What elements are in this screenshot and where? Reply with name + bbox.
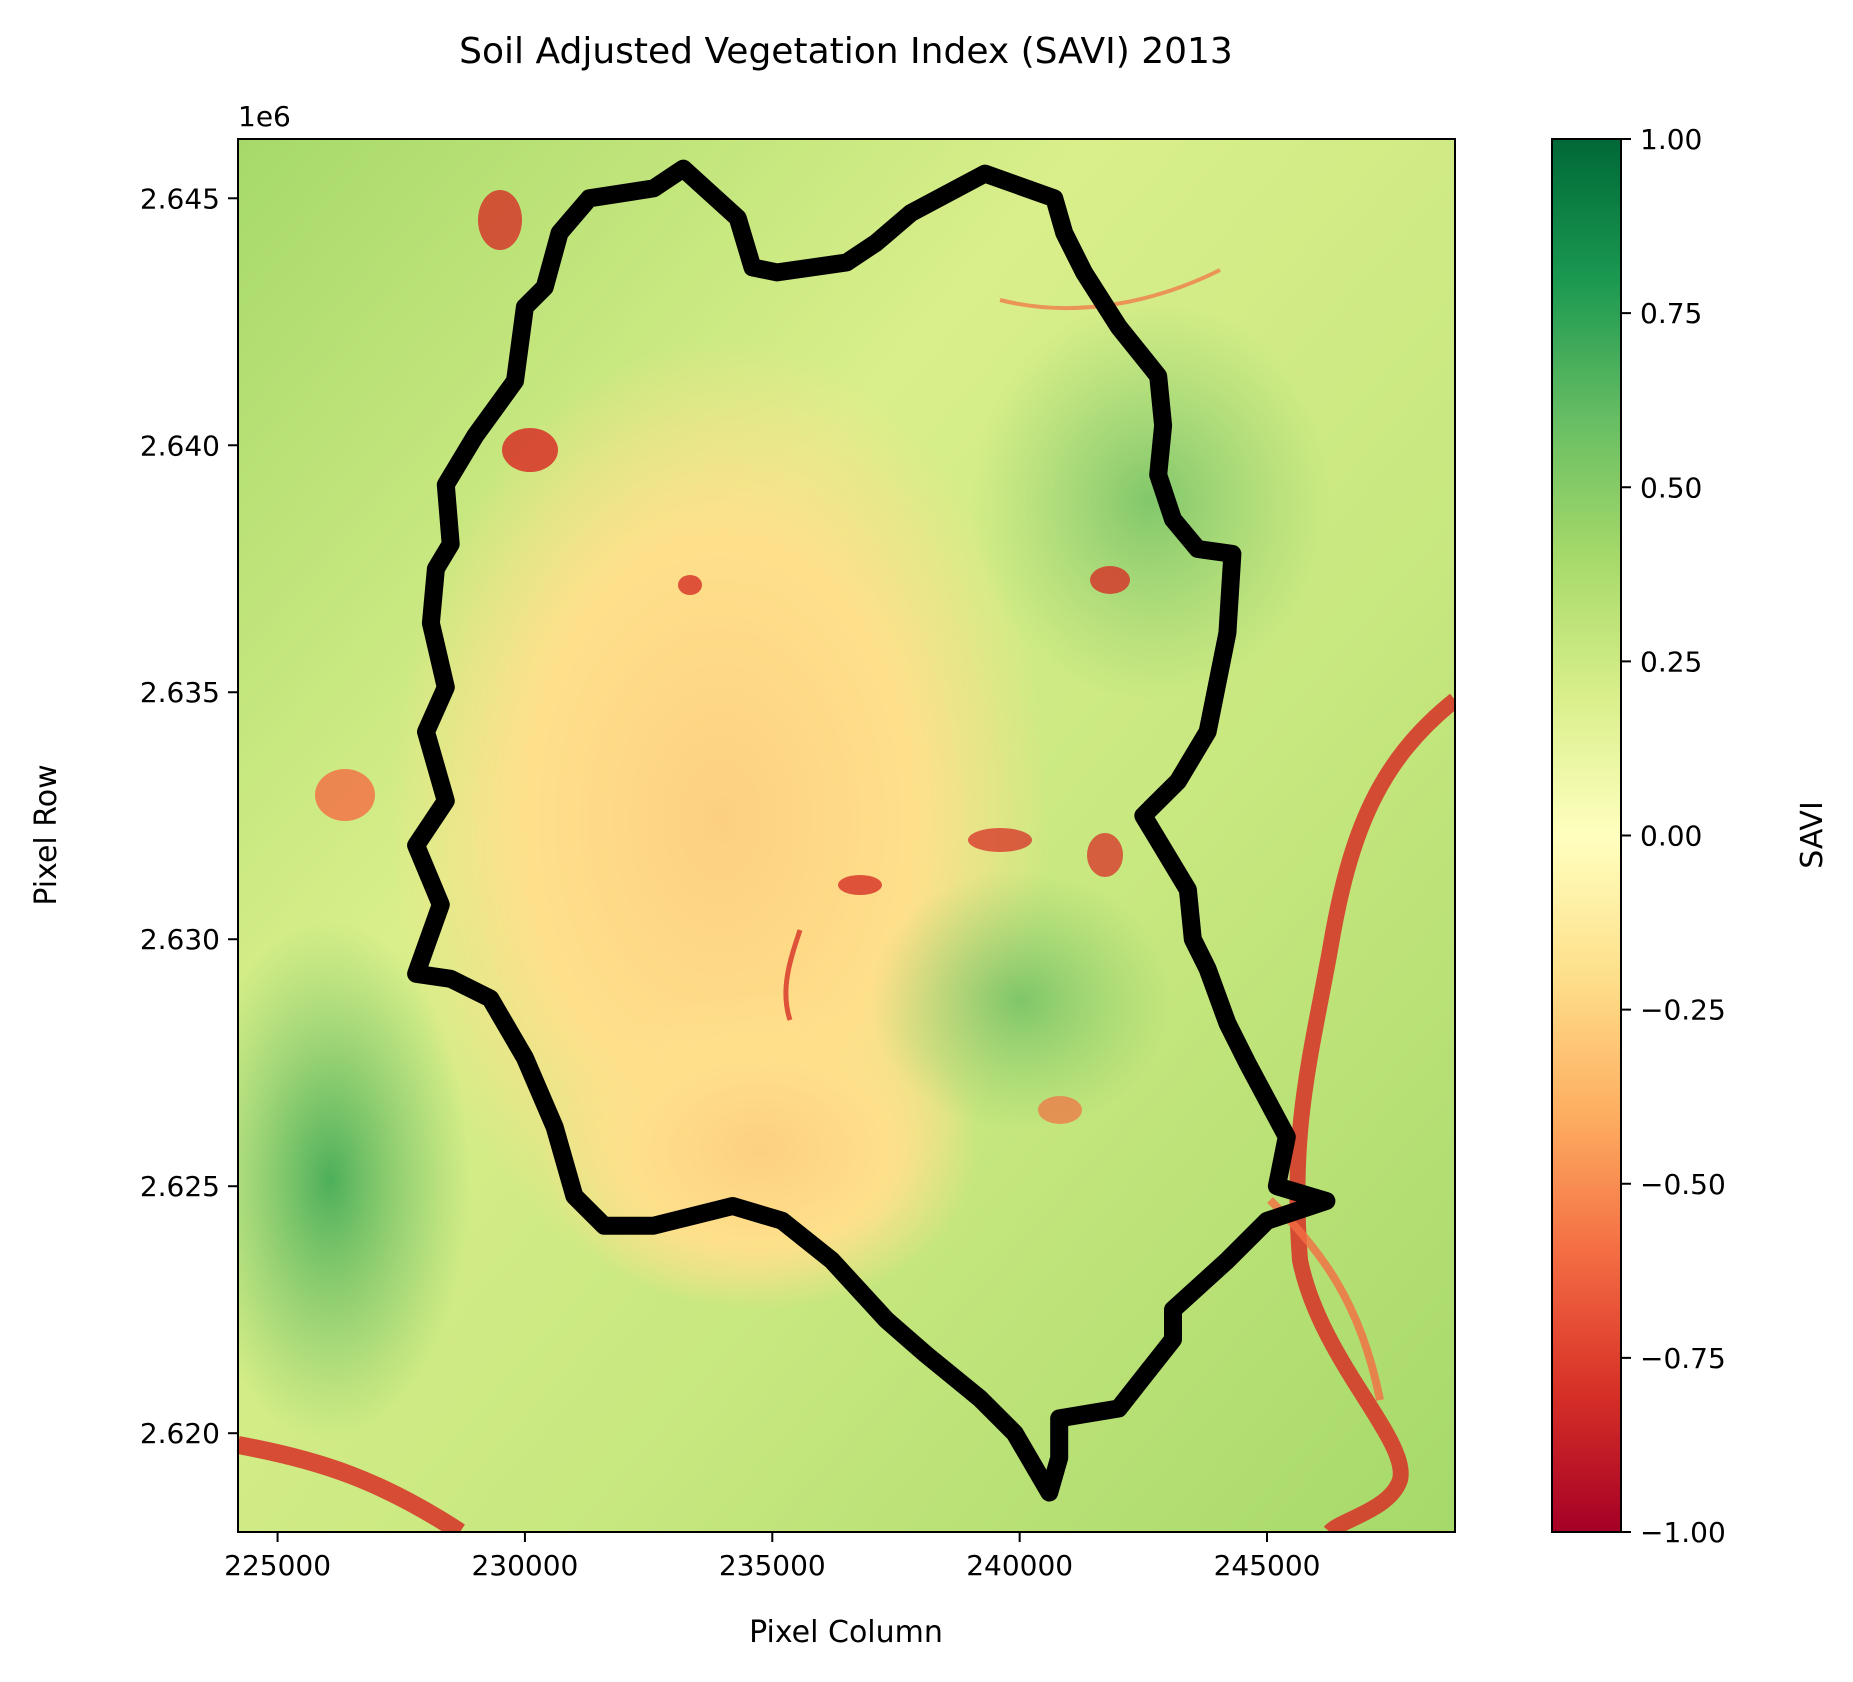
colorbar-tick-label: 0.00: [1640, 820, 1702, 853]
vegetation-patch-center-east: [870, 870, 1170, 1130]
dense-vegetation-patch: [238, 920, 470, 1440]
red-patch: [1038, 1096, 1082, 1124]
y-tick-label: 2.625: [140, 1170, 220, 1203]
plot-frame: [237, 138, 1456, 1533]
x-tick-label: 225000: [224, 1549, 331, 1582]
y-tick-label: 2.630: [140, 923, 220, 956]
colorbar-tick-label: 0.50: [1640, 471, 1702, 504]
y-axis-label: Pixel Row: [29, 764, 64, 905]
colorbar-tick-label: −0.50: [1640, 1168, 1726, 1201]
x-tick-label: 235000: [719, 1549, 826, 1582]
colorbar-label: SAVI: [1795, 801, 1830, 869]
boundary-outline: [407, 159, 1336, 1502]
x-axis-ticks: 225000 230000 235000 240000 245000: [224, 1532, 1320, 1582]
red-patch: [1087, 833, 1123, 877]
red-patch: [1090, 566, 1130, 594]
y-axis-offset-label: 1e6: [238, 100, 291, 133]
colorbar: [1552, 139, 1621, 1532]
y-tick-label: 2.635: [140, 676, 220, 709]
chart-title: Soil Adjusted Vegetation Index (SAVI) 20…: [459, 31, 1233, 72]
colorbar-ticks: 1.00 0.75 0.50 0.25 0.00 −0.25 −0.50 −0.75 −1.00: [1621, 123, 1726, 1549]
red-patch: [678, 575, 702, 595]
vegetation-patch-east: [970, 300, 1330, 700]
x-axis-label: Pixel Column: [749, 1615, 943, 1650]
colorbar-tick-label: 0.75: [1640, 297, 1702, 330]
y-tick-label: 2.640: [140, 429, 220, 462]
red-patch: [478, 190, 522, 250]
colorbar-tick-label: 0.25: [1640, 645, 1702, 678]
x-tick-label: 230000: [471, 1549, 578, 1582]
red-patch: [502, 428, 558, 472]
colorbar-tick-label: −0.75: [1640, 1342, 1726, 1375]
y-tick-label: 2.620: [140, 1417, 220, 1450]
river-southwest: [238, 1436, 465, 1532]
colorbar-tick-label: −0.25: [1640, 994, 1726, 1027]
x-tick-label: 240000: [966, 1549, 1073, 1582]
stream-line: [999, 268, 1221, 310]
y-axis-ticks: 2.620 2.625 2.630 2.635 2.640 2.645: [140, 182, 238, 1450]
red-patch: [968, 828, 1032, 852]
red-patch: [315, 769, 375, 821]
colorbar-tick-label: 1.00: [1640, 123, 1702, 156]
red-patch: [838, 875, 882, 895]
savi-raster: [238, 139, 1455, 1532]
stream-line: [783, 929, 803, 1021]
colorbar-tick-label: −1.00: [1640, 1516, 1726, 1549]
y-tick-label: 2.645: [140, 182, 220, 215]
x-tick-label: 245000: [1214, 1549, 1321, 1582]
study-area-boundary: [407, 159, 1336, 1502]
